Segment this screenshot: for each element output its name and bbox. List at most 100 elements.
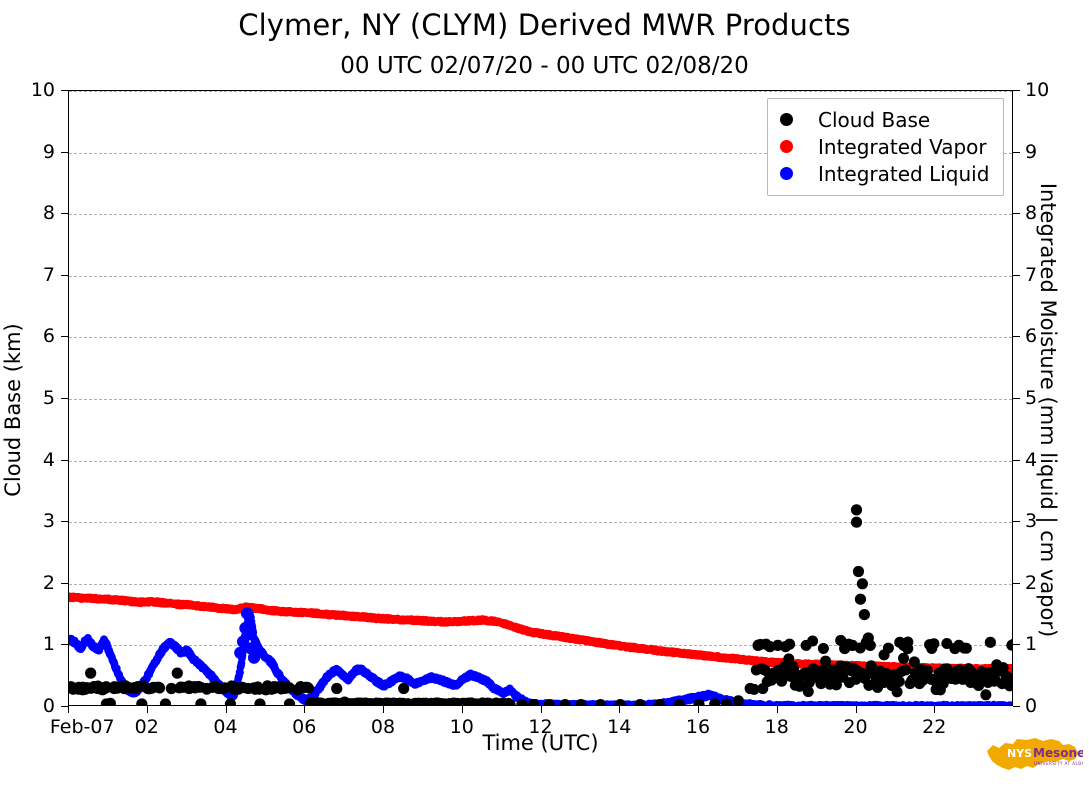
legend-label: Integrated Liquid (818, 161, 990, 186)
y-tick-right-10 (1013, 90, 1020, 91)
x-tick-label-10: 10 (449, 716, 474, 738)
x-axis-title: Time (UTC) (482, 731, 599, 755)
y-axis-right-title: Integrated Moisture (mm liquid | cm vapo… (1036, 182, 1060, 638)
y-tick-right-5 (1013, 398, 1020, 399)
y-tick-label-left-6: 6 (42, 325, 55, 348)
legend-label: Integrated Vapor (818, 134, 987, 159)
y-tick-right-0 (1013, 706, 1020, 707)
y-tick-label-left-7: 7 (42, 263, 55, 286)
logo-mesonet-text: Mesonet (1033, 746, 1083, 760)
y-tick-left-7 (61, 274, 68, 276)
y-tick-right-9 (1013, 151, 1020, 153)
y-tick-left-1 (61, 644, 68, 646)
y-tick-label-right-6: 6 (1025, 325, 1038, 348)
gridline-y-10 (69, 91, 1012, 92)
x-tick-label-18: 18 (764, 716, 789, 738)
y-tick-left-4 (61, 459, 68, 461)
legend-marker-icon-0 (780, 113, 793, 126)
nys-mesonet-logo: NYS Mesonet UNIVERSITY AT ALBANY (983, 735, 1083, 779)
x-tick-label-06: 06 (292, 716, 317, 738)
y-tick-label-left-5: 5 (42, 387, 55, 409)
y-tick-left-9 (61, 151, 68, 153)
series-cloud-base (69, 504, 1012, 705)
x-tick-22 (934, 706, 936, 713)
y-tick-label-right-4: 4 (1025, 448, 1038, 471)
legend-marker-icon-1 (780, 140, 793, 153)
y-axis-left-title: Cloud Base (km) (1, 323, 25, 497)
gridline-y-9 (69, 152, 1012, 154)
x-tick-8 (383, 706, 384, 713)
x-tick-6 (304, 706, 306, 713)
y-tick-right-6 (1013, 336, 1020, 338)
series-canvas (69, 504, 1012, 705)
legend-item-cloud-base[interactable]: Cloud Base (780, 106, 989, 133)
gridline-y-7 (69, 275, 1012, 277)
gridline-y-1 (69, 645, 1012, 647)
y-tick-left-6 (61, 336, 68, 338)
y-tick-label-right-8: 8 (1025, 202, 1038, 225)
y-tick-left-3 (61, 521, 68, 523)
gridlines (69, 91, 1012, 705)
y-tick-label-right-7: 7 (1025, 263, 1038, 286)
x-tick-16 (698, 706, 699, 713)
y-tick-label-left-9: 9 (42, 140, 55, 163)
x-tick-10 (461, 706, 463, 713)
logo-nys-text: NYS (1007, 747, 1032, 760)
legend-item-integrated-vapor[interactable]: Integrated Vapor (780, 133, 989, 160)
page-subtitle: 00 UTC 02/07/20 - 00 UTC 02/08/20 (340, 53, 749, 79)
x-tick-20 (855, 706, 857, 713)
x-tick-label-04: 04 (213, 716, 238, 738)
x-tick-label-16: 16 (685, 716, 711, 738)
x-tick-label-14: 14 (607, 716, 632, 738)
y-tick-label-left-1: 1 (42, 633, 55, 656)
y-tick-left-2 (61, 582, 68, 584)
x-tick-0 (68, 706, 69, 713)
x-tick-18 (776, 706, 778, 713)
y-tick-label-left-8: 8 (42, 202, 55, 225)
x-tick-2 (146, 706, 148, 713)
gridline-y-5 (69, 399, 1012, 400)
chart-legend: Cloud Base Integrated Vapor Integrated Liq… (767, 98, 1005, 196)
y-tick-label-right-9: 9 (1025, 140, 1038, 163)
y-tick-label-left-4: 4 (42, 448, 55, 471)
legend-label: Cloud Base (818, 107, 931, 132)
y-tick-left-0 (61, 706, 68, 707)
legend-item-integrated-liquid[interactable]: Integrated Liquid (780, 160, 989, 187)
y-tick-label-left-2: 2 (42, 571, 55, 594)
y-tick-label-right-2: 2 (1025, 571, 1038, 594)
y-tick-right-3 (1013, 521, 1020, 523)
legend-marker-icon-2 (780, 167, 793, 180)
y-tick-right-1 (1013, 644, 1020, 646)
x-tick-label-22: 22 (922, 716, 947, 738)
y-tick-right-8 (1013, 213, 1020, 215)
y-tick-label-left-0: 0 (42, 695, 55, 717)
logo-tagline-text: UNIVERSITY AT ALBANY (1034, 761, 1083, 766)
y-tick-label-right-1: 1 (1025, 633, 1038, 656)
gridline-y-3 (69, 522, 1012, 524)
y-tick-right-7 (1013, 274, 1020, 276)
gridline-y-6 (69, 337, 1012, 339)
x-tick-label-08: 08 (370, 716, 396, 738)
y-tick-label-left-3: 3 (42, 510, 55, 533)
x-tick-label-12: 12 (528, 716, 553, 738)
y-tick-left-5 (61, 398, 68, 399)
y-tick-label-right-3: 3 (1025, 510, 1038, 533)
data-points-layer (69, 91, 1012, 705)
gridline-y-4 (69, 460, 1012, 462)
gridline-y-2 (69, 583, 1012, 585)
y-tick-label-right-0: 0 (1025, 695, 1038, 717)
page-title: Clymer, NY (CLYM) Derived MWR Products (238, 8, 851, 42)
y-tick-right-4 (1013, 459, 1020, 461)
x-tick-4 (225, 706, 227, 713)
y-tick-label-left-10: 10 (30, 79, 55, 101)
y-tick-label-right-10: 10 (1025, 79, 1050, 101)
x-tick-12 (540, 706, 542, 713)
y-tick-left-10 (61, 90, 68, 91)
y-tick-right-2 (1013, 582, 1020, 584)
y-tick-left-8 (61, 213, 68, 215)
x-tick-label-20: 20 (843, 716, 868, 738)
gridline-y-8 (69, 214, 1012, 216)
x-tick-14 (619, 706, 621, 713)
x-tick-label-02: 02 (134, 716, 159, 738)
